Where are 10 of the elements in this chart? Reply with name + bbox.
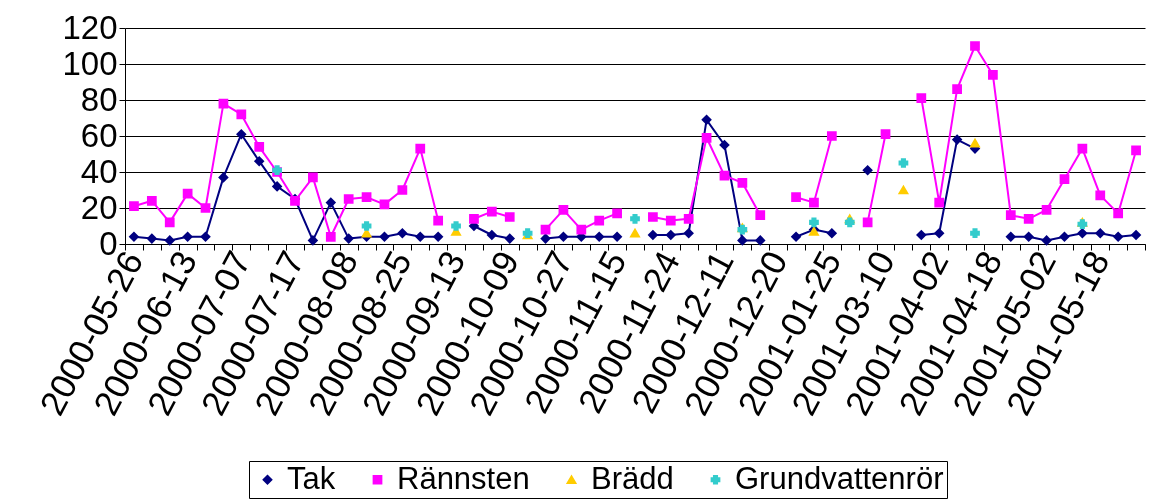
legend-label: Grundvattenrör (735, 460, 944, 496)
legend-label: Tak (287, 460, 336, 496)
y-tick-label: 60 (80, 116, 118, 154)
y-tick-label: 100 (62, 44, 118, 82)
y-tick-label: 20 (80, 188, 118, 226)
legend-label: Rännsten (397, 460, 530, 496)
y-tick-label: 40 (80, 152, 118, 190)
y-tick-label: 120 (62, 8, 118, 46)
y-tick-label: 80 (80, 80, 118, 118)
legend-label: Brädd (591, 460, 674, 496)
